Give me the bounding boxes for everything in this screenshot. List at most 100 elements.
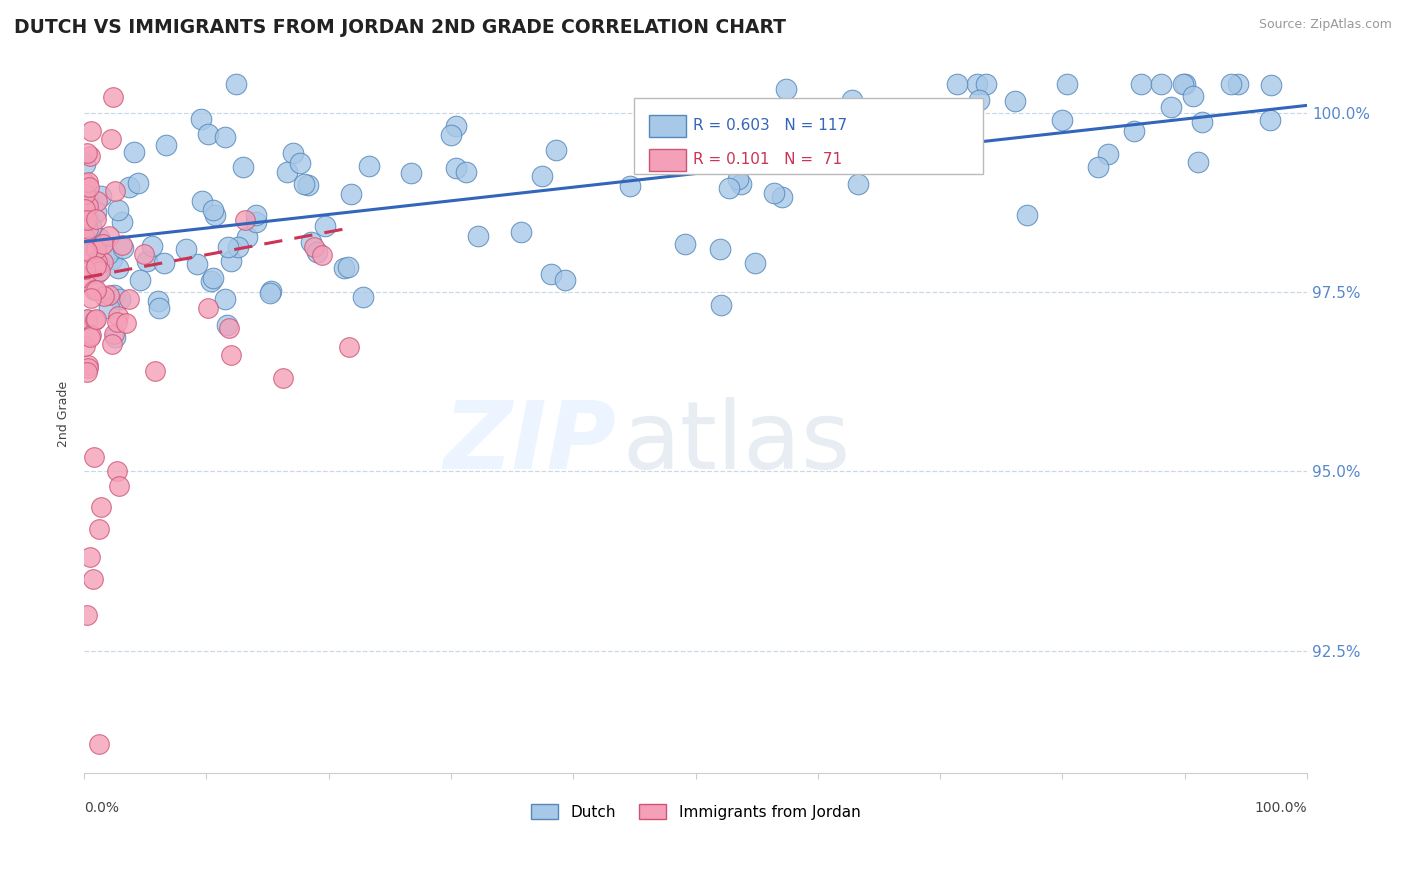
- Point: [76, 199, 98, 213]
- Point: [288, 156, 311, 170]
- Point: [730, 178, 752, 192]
- Point: [105, 315, 128, 329]
- Point: [84, 260, 107, 274]
- Point: [83, 283, 105, 297]
- Point: [225, 77, 247, 91]
- Point: [333, 260, 356, 275]
- Point: [718, 181, 741, 195]
- Point: [155, 137, 177, 152]
- Point: [97, 301, 120, 316]
- Point: [1191, 115, 1213, 129]
- Point: [1052, 113, 1074, 128]
- Point: [967, 93, 990, 107]
- Point: [107, 203, 129, 218]
- Point: [108, 479, 131, 493]
- Point: [245, 215, 267, 229]
- Point: [271, 371, 294, 385]
- Y-axis label: 2nd Grade: 2nd Grade: [58, 381, 70, 447]
- Point: [84, 205, 107, 219]
- Point: [141, 239, 163, 253]
- Point: [76, 313, 98, 327]
- Point: [80, 124, 103, 138]
- Point: [673, 236, 696, 251]
- Point: [77, 180, 100, 194]
- Text: R = 0.603   N = 117: R = 0.603 N = 117: [693, 119, 848, 134]
- Point: [302, 239, 325, 253]
- Point: [127, 176, 149, 190]
- Point: [846, 177, 869, 191]
- Point: [75, 202, 97, 216]
- Point: [1056, 77, 1078, 91]
- Point: [276, 165, 298, 179]
- Point: [770, 190, 793, 204]
- Point: [546, 144, 568, 158]
- Point: [1227, 77, 1250, 91]
- Point: [1260, 78, 1282, 93]
- FancyBboxPatch shape: [650, 149, 686, 170]
- Legend: Dutch, Immigrants from Jordan: Dutch, Immigrants from Jordan: [524, 798, 866, 826]
- Point: [340, 186, 363, 201]
- Point: [540, 267, 562, 281]
- Text: 0.0%: 0.0%: [84, 801, 120, 815]
- Point: [80, 291, 103, 305]
- Point: [105, 464, 128, 478]
- Point: [100, 132, 122, 146]
- Point: [75, 177, 97, 191]
- Point: [86, 266, 108, 280]
- Point: [204, 208, 226, 222]
- Point: [128, 273, 150, 287]
- Point: [93, 289, 115, 303]
- Point: [115, 316, 138, 330]
- Point: [79, 149, 101, 163]
- Point: [401, 166, 423, 180]
- Point: [946, 77, 969, 91]
- Point: [86, 255, 108, 269]
- Point: [853, 132, 876, 146]
- Point: [292, 177, 315, 191]
- Point: [200, 274, 222, 288]
- Point: [186, 257, 208, 271]
- Point: [1004, 95, 1026, 109]
- Point: [446, 161, 468, 176]
- Point: [75, 157, 97, 171]
- Point: [214, 292, 236, 306]
- Point: [75, 187, 97, 202]
- Point: [79, 550, 101, 565]
- Point: [467, 229, 489, 244]
- Point: [77, 175, 100, 189]
- Point: [89, 264, 111, 278]
- Point: [941, 156, 963, 170]
- Point: [82, 572, 104, 586]
- Point: [83, 450, 105, 464]
- Point: [446, 120, 468, 134]
- Point: [190, 112, 212, 126]
- Point: [1171, 77, 1194, 91]
- Point: [689, 115, 711, 129]
- Point: [440, 128, 463, 143]
- Point: [90, 189, 112, 203]
- Point: [118, 180, 141, 194]
- Point: [148, 301, 170, 315]
- Point: [75, 245, 97, 260]
- Point: [80, 328, 103, 343]
- Point: [202, 203, 225, 218]
- Point: [226, 240, 249, 254]
- Point: [190, 194, 212, 208]
- Point: [976, 77, 998, 91]
- Point: [841, 93, 863, 107]
- Point: [75, 231, 97, 245]
- Point: [245, 208, 267, 222]
- Point: [214, 130, 236, 145]
- Point: [219, 348, 242, 362]
- Point: [84, 242, 107, 256]
- Point: [80, 220, 103, 235]
- Point: [124, 145, 146, 159]
- Point: [77, 238, 100, 252]
- Point: [297, 178, 319, 192]
- Point: [76, 607, 98, 622]
- Point: [77, 194, 100, 209]
- Point: [530, 169, 553, 183]
- Point: [744, 255, 766, 269]
- Point: [83, 312, 105, 326]
- Point: [762, 186, 785, 201]
